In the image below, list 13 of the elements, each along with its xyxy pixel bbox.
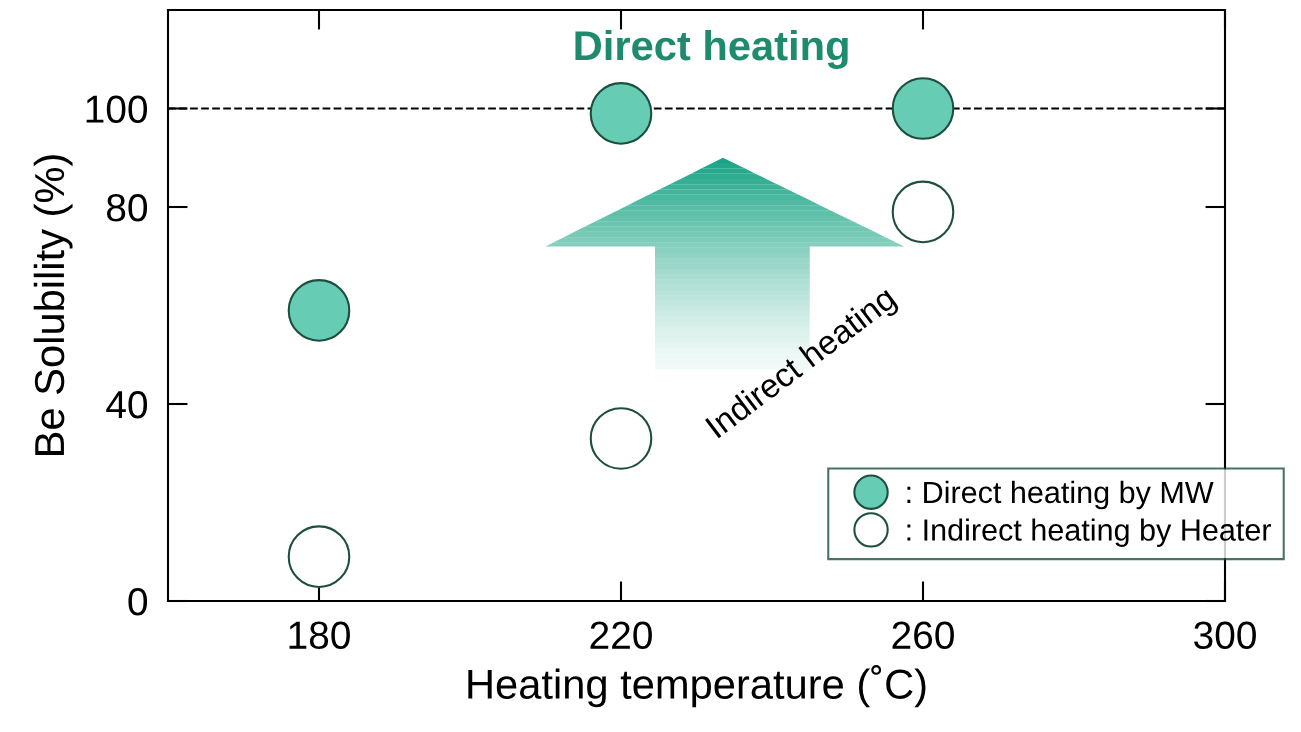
- legend-label: : Direct heating by MW: [907, 480, 1214, 510]
- x-tick-label: 300: [1194, 621, 1256, 650]
- x-tick-label: 180: [289, 621, 350, 650]
- y-axis-title: Be Solubility (%): [33, 155, 73, 455]
- y-tick-label: 40: [106, 390, 148, 419]
- annotation: Direct heating: [575, 29, 848, 69]
- y-tick-label: 100: [86, 95, 148, 123]
- y-tick-label: 0: [128, 587, 148, 616]
- x-tick-label: 260: [892, 621, 954, 650]
- x-axis-title: Heating temperature (˚C): [468, 665, 926, 708]
- legend-label: : Indirect heating by Heater: [907, 518, 1272, 547]
- x-tick-label: 220: [590, 621, 652, 650]
- y-tick-label: 80: [106, 193, 148, 222]
